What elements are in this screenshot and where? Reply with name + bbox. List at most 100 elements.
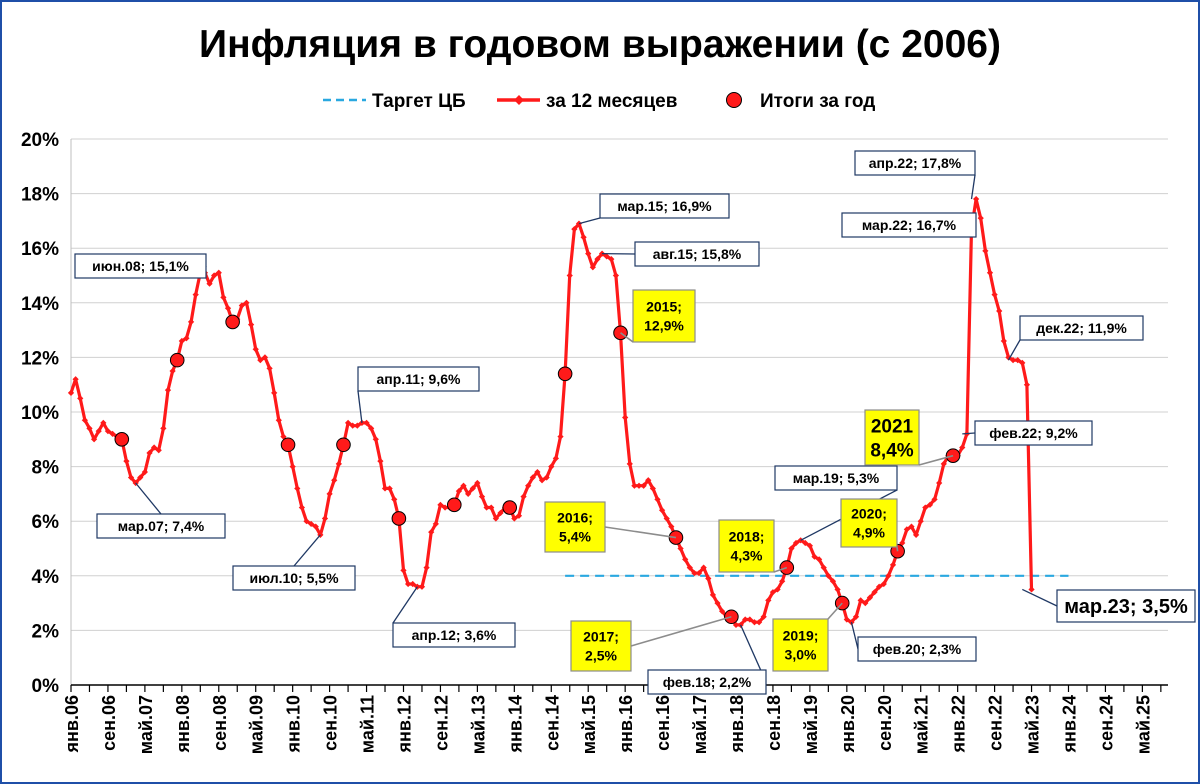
- callout-label-line: апр.11; 9,6%: [377, 371, 461, 387]
- data-point: [515, 512, 523, 519]
- callout-label: 2018; 4,3%: [729, 529, 765, 564]
- data-point: [746, 616, 753, 623]
- data-point: [779, 578, 786, 585]
- callout-leader: [357, 390, 363, 423]
- callout-leader: [604, 526, 677, 539]
- annual-point: [280, 437, 296, 453]
- callout-leader: [962, 432, 976, 435]
- callout-label: мар.22; 16,7%: [862, 217, 957, 233]
- data-point: [843, 616, 850, 623]
- callout-label-line: авг.15; 15,8%: [653, 246, 742, 262]
- y-tick-label: 14%: [21, 294, 59, 315]
- data-point: [834, 586, 841, 593]
- callout-leader: [630, 615, 732, 647]
- callout-label: авг.15; 15,8%: [653, 246, 742, 262]
- callout-box: [840, 498, 898, 548]
- data-point: [261, 354, 269, 361]
- callout-label: мар.23; 3,5%: [1064, 596, 1188, 618]
- annual-point: [114, 432, 130, 447]
- callout-leader: [578, 217, 601, 225]
- data-point: [973, 195, 980, 203]
- callout-label: мар.15; 16,9%: [617, 198, 712, 214]
- data-point: [247, 321, 255, 328]
- data-point: [829, 578, 837, 585]
- callout-leader: [620, 332, 634, 343]
- callout-box: [718, 519, 775, 573]
- data-point: [862, 599, 869, 607]
- data-point: [695, 569, 703, 577]
- data-point: [478, 493, 486, 500]
- data-point: [899, 539, 906, 547]
- data-point: [908, 523, 915, 530]
- callout-label: апр.22; 17,8%: [869, 155, 962, 171]
- data-point: [381, 485, 389, 492]
- data-point: [386, 485, 393, 492]
- data-point: [719, 608, 726, 615]
- callout-leader: [1007, 339, 1021, 361]
- x-tick-label: май.15: [579, 695, 599, 754]
- data-point: [465, 490, 472, 498]
- data-point: [377, 458, 384, 465]
- data-point: [792, 539, 800, 547]
- data-point: [423, 564, 430, 571]
- callout-box: [854, 150, 976, 176]
- callout-leader: [918, 454, 954, 466]
- data-point: [474, 479, 481, 487]
- callout-label-line: 5,4%: [559, 529, 591, 545]
- data-point: [940, 460, 947, 467]
- data-point: [959, 444, 966, 451]
- callout-label-line: фев.18; 2,2%: [663, 674, 752, 690]
- data-point: [903, 526, 910, 533]
- data-point: [441, 504, 449, 511]
- data-point: [774, 586, 781, 593]
- legend-annual-label: Итоги за год: [760, 91, 875, 112]
- data-point: [469, 485, 476, 492]
- callout-label-line: дек.22; 11,9%: [1036, 320, 1127, 336]
- x-tick-label: май.07: [136, 695, 156, 754]
- legend-target-label: Таргет ЦБ: [372, 91, 466, 112]
- data-point: [275, 417, 282, 424]
- data-point: [622, 414, 629, 421]
- data-point: [820, 564, 827, 571]
- x-tick-label: янв.10: [284, 695, 304, 753]
- callout-box: [841, 212, 977, 238]
- x-tick-label: май.09: [247, 695, 267, 754]
- callout-label-line: 8,4%: [870, 440, 913, 461]
- data-point: [455, 488, 463, 495]
- callout-leader: [827, 602, 843, 620]
- data-point: [1023, 381, 1031, 388]
- data-point: [331, 477, 338, 484]
- data-point: [543, 474, 550, 481]
- callout-leader: [293, 534, 321, 567]
- callout-label-line: мар.22; 16,7%: [862, 217, 957, 233]
- data-point: [677, 545, 684, 552]
- data-point: [755, 619, 763, 626]
- data-point: [986, 269, 994, 276]
- callout-leader: [970, 174, 976, 200]
- callout-label-line: фев.22; 9,2%: [989, 425, 1078, 441]
- callout-box: [232, 565, 356, 591]
- callout-box: [772, 618, 829, 672]
- x-axis: янв.06 сен.06 май.07 янв.08 сен.08 май.09 янв.…: [62, 684, 1168, 754]
- callout-box: [774, 465, 898, 491]
- callout-label-line: 4,3%: [731, 548, 763, 564]
- callout-leader: [896, 546, 899, 552]
- data-point: [483, 504, 490, 511]
- x-tick-label: май.25: [1133, 695, 1153, 754]
- data-point: [211, 272, 218, 279]
- x-tick-label: сен.14: [542, 695, 562, 751]
- data-point: [912, 531, 920, 538]
- data-point: [192, 291, 199, 298]
- data-point: [280, 433, 287, 440]
- callout-box: [74, 253, 207, 279]
- x-tick-label: янв.24: [1059, 695, 1079, 753]
- callout-label: дек.22; 11,9%: [1036, 320, 1127, 336]
- data-point: [871, 589, 878, 596]
- legend-monthly-label: за 12 месяцев: [546, 91, 677, 112]
- data-point: [1000, 337, 1007, 345]
- legend-annual-swatch: [726, 92, 742, 108]
- callout-label: мар.07; 7,4%: [118, 518, 205, 534]
- data-point: [326, 490, 333, 498]
- callout-label: фев.22; 9,2%: [989, 425, 1078, 441]
- callout-leader: [773, 566, 788, 573]
